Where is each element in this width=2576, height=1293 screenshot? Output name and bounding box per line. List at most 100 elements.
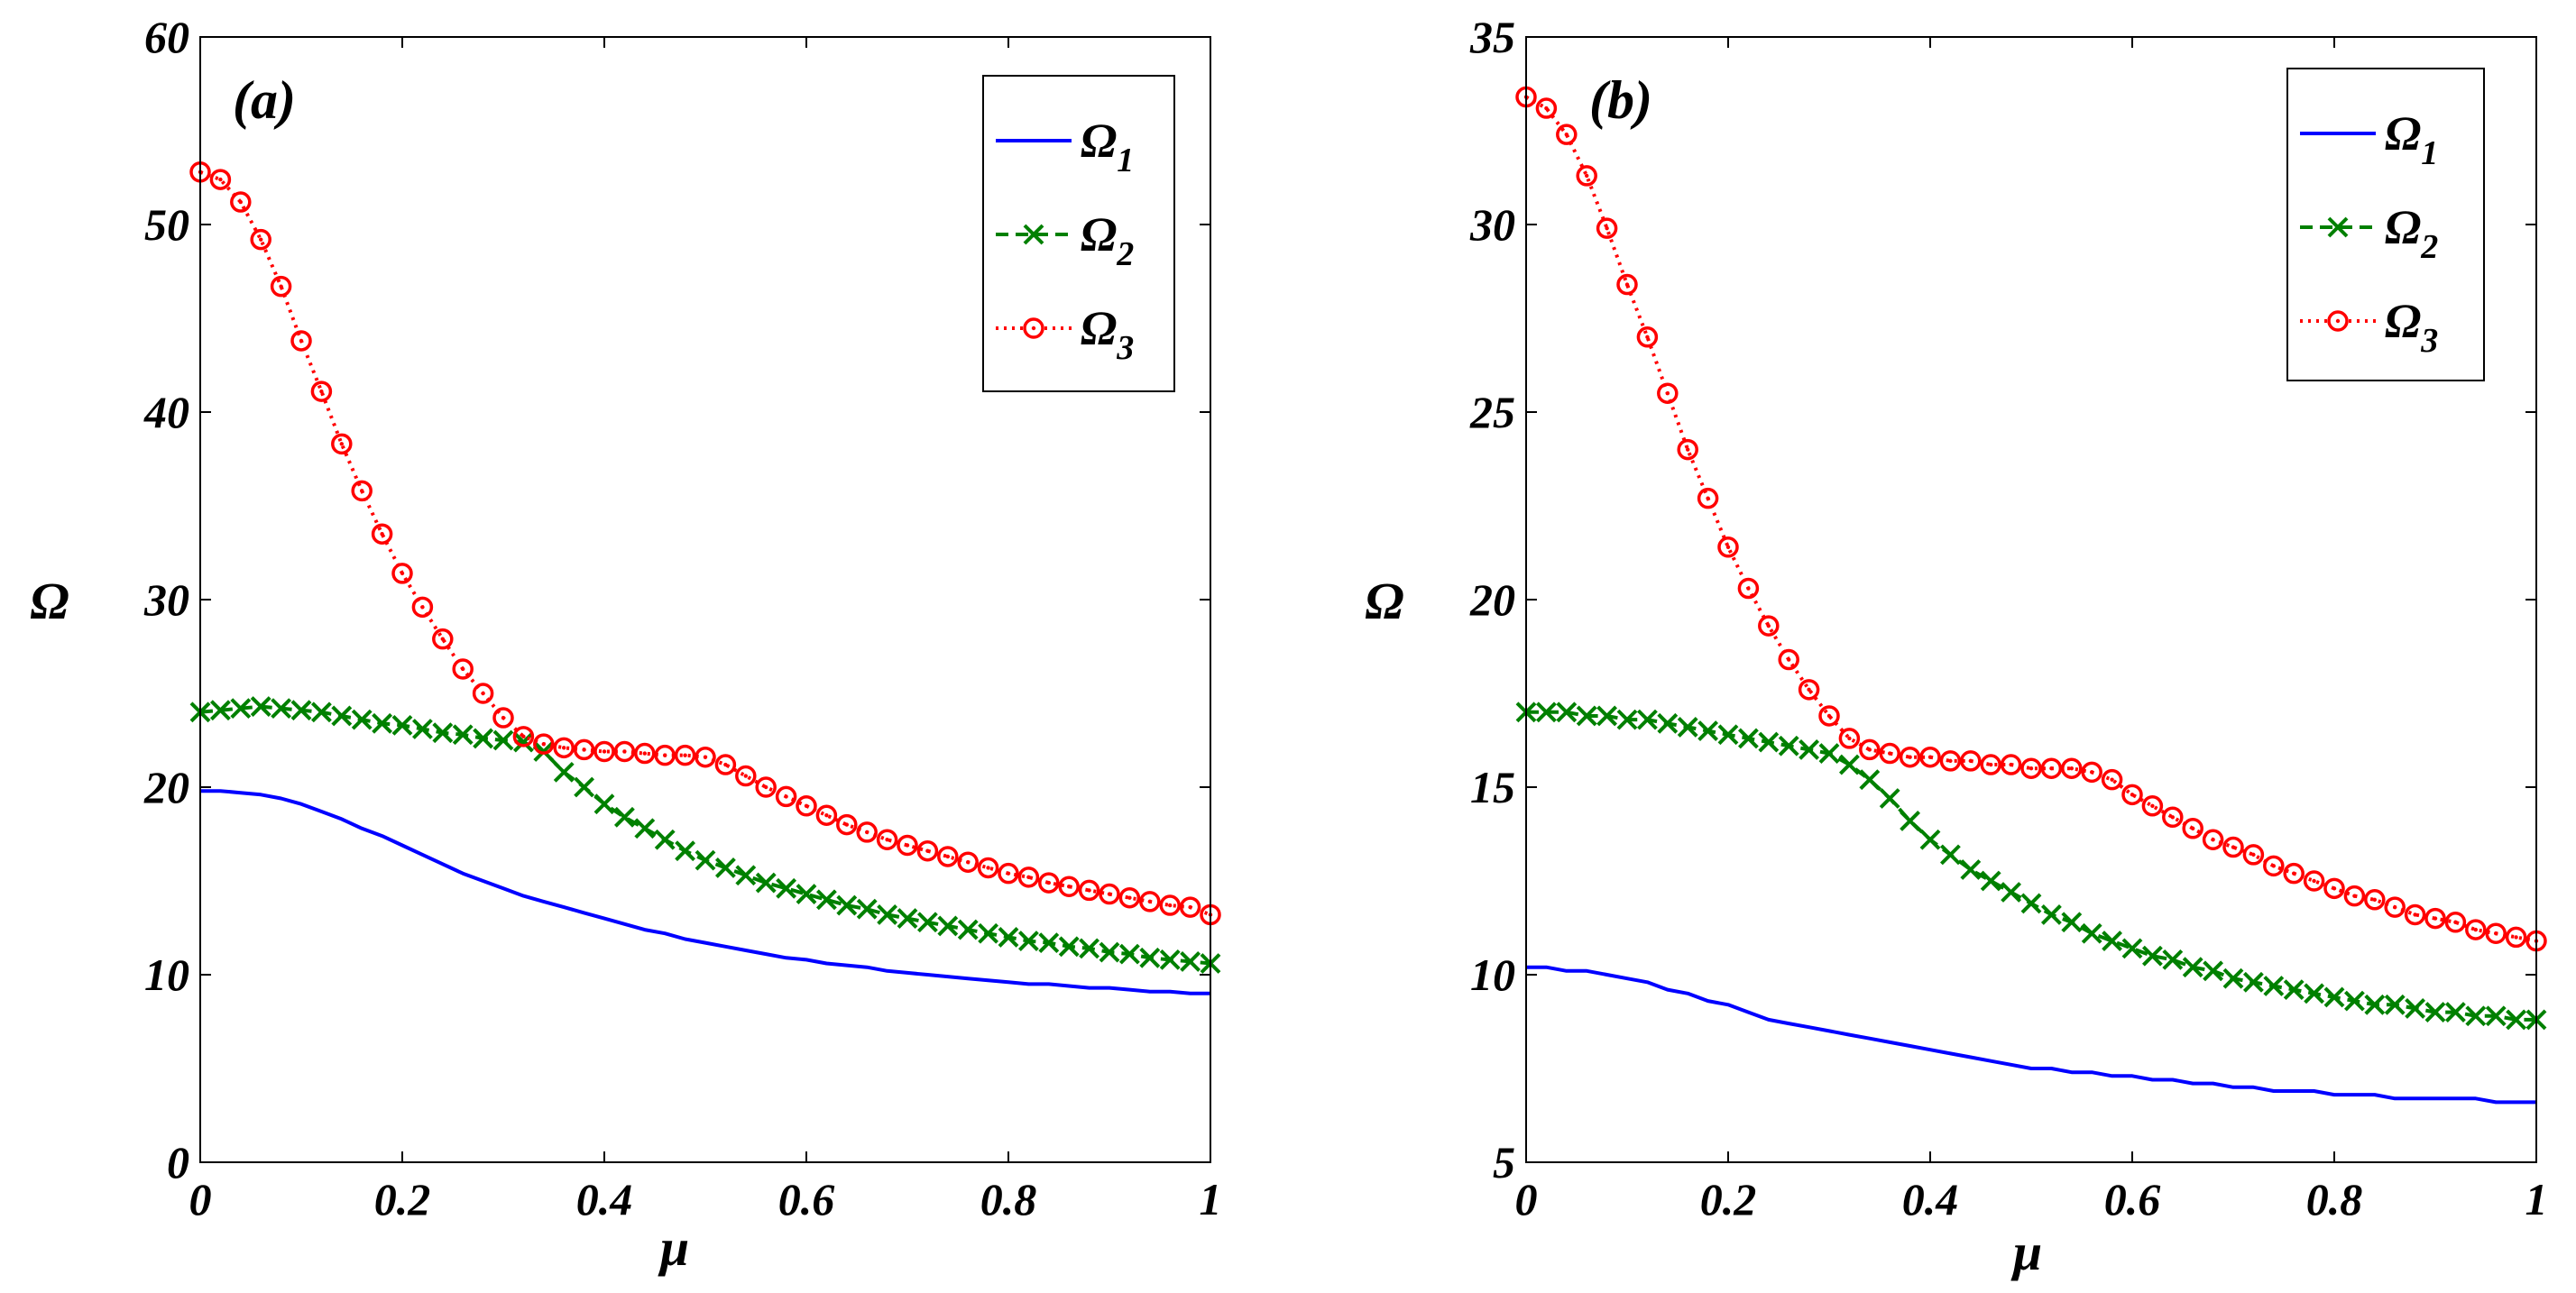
- panel-b-series-2-point: [2203, 960, 2224, 982]
- panel-a-series-3-point: [452, 658, 474, 680]
- panel-b-series-3-point: [2485, 922, 2507, 944]
- panel-b-series-2-point: [1818, 743, 1840, 764]
- panel-b-series-2-point: [1535, 702, 1557, 723]
- panel-b-series-3-point: [2182, 818, 2203, 839]
- panel-b-series-3-point: [2101, 768, 2123, 791]
- panel-b-series-3-point: [1960, 750, 1982, 772]
- panel-a-series-3-point: [331, 433, 353, 455]
- panel-b-series-3-point: [1859, 738, 1881, 761]
- panel-a-y-tick-label: 40: [143, 387, 189, 437]
- panel-b-series-2-point: [1636, 709, 1658, 730]
- panel-a-series-2-point: [574, 776, 595, 798]
- panel-b-y-tick-label: 35: [1469, 12, 1515, 62]
- panel-a-series-3-point: [290, 330, 312, 352]
- panel-a-series-3-point: [432, 628, 454, 650]
- panel-a-series-3-point: [977, 857, 999, 879]
- panel-b-series-2-point: [2061, 912, 2083, 933]
- panel-a-series-2-point: [492, 729, 514, 751]
- panel-a-series-3-point: [310, 381, 333, 402]
- panel-a-series-3-point: [1118, 886, 1141, 909]
- panel-a-y-tick-label: 30: [143, 574, 189, 625]
- panel-b-series-2-point: [1596, 705, 1618, 727]
- panel-b-series-3-point: [2424, 907, 2446, 930]
- panel-b-series-2-point: [2506, 1009, 2527, 1031]
- panel-a-series-2-point: [776, 877, 797, 899]
- panel-a-series-3-point: [937, 846, 959, 867]
- panel-b-series-2-point: [1576, 705, 1597, 727]
- panel-a-series-3-point: [876, 829, 898, 850]
- panel-b-series-2-point: [1616, 709, 1638, 730]
- panel-b-series-2-point: [1919, 829, 1941, 850]
- panel-b-series-3-point: [2465, 919, 2487, 940]
- panel-a-series-3-point: [1058, 876, 1080, 897]
- panel-b-series-2-point: [2343, 990, 2365, 1012]
- panel-b-series-3-point: [1980, 754, 2001, 775]
- panel-b-series-3-point: [1556, 124, 1578, 145]
- panel-a-series-2-point: [856, 898, 878, 920]
- panel-b-series-2-point: [2444, 1002, 2466, 1023]
- panel-b-series-2-point: [2384, 994, 2406, 1015]
- panel-a-series-2-point: [473, 728, 494, 749]
- panel-a-series-2-point: [815, 889, 837, 911]
- panel-b-series-3-point: [1616, 273, 1638, 296]
- panel-a-series-2-point: [675, 840, 696, 862]
- panel-b-series-3-point: [1939, 750, 1962, 772]
- panel-b-series-3-point: [2384, 896, 2406, 918]
- panel-b-series-2-point: [2263, 976, 2285, 996]
- panel-a-series-2-point: [755, 872, 777, 894]
- panel-b-series-2-point: [2323, 986, 2345, 1008]
- panel-a-x-tick-label: 0: [189, 1174, 212, 1224]
- panel-b-series-2-point: [2001, 882, 2022, 903]
- panel-b-series-3-point: [2202, 829, 2224, 850]
- panel-a-series-2-point: [654, 829, 676, 850]
- panel-a-y-axis-label: Ω: [30, 572, 69, 630]
- panel-b-series-3-point: [2121, 784, 2143, 806]
- panel-b-series-3-point: [1758, 615, 1780, 637]
- panel-a-series-2-point: [695, 849, 716, 871]
- panel-a-series-3-point: [755, 776, 777, 798]
- panel-b-series-3-point: [1919, 746, 1941, 768]
- panel-b-series-3-point: [2242, 844, 2265, 866]
- panel-a-series-3-point: [1099, 883, 1120, 905]
- panel-b-series-2-point: [2304, 983, 2325, 1004]
- panel-b-series-2-point: [2405, 998, 2426, 1019]
- panel-b-series-3-point: [1697, 487, 1719, 509]
- panel-a-series-2-point: [250, 696, 271, 717]
- panel-b-series-2-point: [2465, 1005, 2487, 1027]
- panel-b-series-3-point: [2283, 862, 2305, 885]
- panel-a-series-3-point: [1139, 891, 1161, 912]
- panel-a-series-3-point: [270, 275, 292, 298]
- panel-a-series-2-point: [877, 904, 898, 925]
- panel-b-x-tick-label: 0.4: [1902, 1174, 1959, 1224]
- panel-a-series-3-point: [634, 742, 656, 765]
- panel-a-series-2-point: [613, 806, 635, 828]
- panel-a-series-2-point: [897, 908, 918, 930]
- panel-b-y-tick-label: 10: [1470, 949, 1515, 1000]
- panel-a-series-2-point: [310, 702, 332, 723]
- panel-a-series-3-point: [735, 765, 757, 787]
- panel-b-y-tick-label: 20: [1469, 574, 1515, 625]
- panel-b-y-tick-label: 5: [1493, 1137, 1515, 1188]
- panel-b-series-3-point: [1596, 217, 1618, 239]
- panel-a-series-2-point: [209, 700, 231, 721]
- panel-a-series-3-point: [391, 563, 413, 584]
- panel-b-x-tick-label: 1: [2525, 1174, 2548, 1224]
- panel-b-series-3-point: [1899, 746, 1921, 768]
- panel-a-series-3-point: [613, 740, 636, 763]
- panel-a-series-2-point: [937, 915, 959, 937]
- panel-b-series-2-point: [1859, 769, 1881, 791]
- panel-a-series-2-point: [1118, 943, 1140, 965]
- panel-b-series-2-point: [1980, 870, 2001, 892]
- panel-b-series-3-point: [2162, 806, 2184, 829]
- panel-b-series-3-point: [1798, 679, 1820, 701]
- panel-a-series-2-point: [1099, 941, 1120, 963]
- panel-b-y-axis-label: Ω: [1365, 572, 1403, 630]
- panel-a-y-tick-label: 10: [144, 949, 189, 1000]
- panel-a-series-3-point: [553, 737, 575, 759]
- panel-a-series-2-point: [553, 761, 575, 783]
- panel-a-series-3-point: [209, 169, 232, 190]
